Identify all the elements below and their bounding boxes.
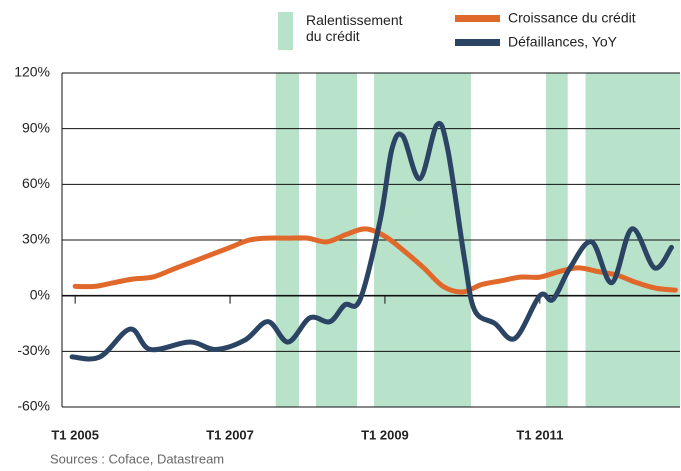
y-tick-label: 60% [22,175,50,191]
legend-label: Croissance du crédit [508,10,636,26]
x-tick-label: T1 2009 [361,427,409,442]
line-series [69,120,674,362]
legend-swatch [455,15,500,22]
y-tick-label: -60% [17,398,50,414]
y-tick-label: 30% [22,231,50,247]
y-tick-label: 120% [14,64,50,80]
x-tick-label: T1 2011 [516,427,563,442]
legend-swatch [455,39,500,46]
y-tick-label: 90% [22,119,50,135]
y-tick-label: 0% [30,286,50,302]
source-note: Sources : Coface, Datastream [50,451,224,466]
legend-label-shaded: Ralentissement du crédit [306,12,403,44]
legend-label: Défaillances, YoY [508,34,618,50]
legend-swatch-shaded [278,12,293,50]
x-tick-label: T1 2005 [51,427,99,442]
x-tick-label: T1 2007 [206,427,254,442]
y-tick-label: -30% [17,342,50,358]
